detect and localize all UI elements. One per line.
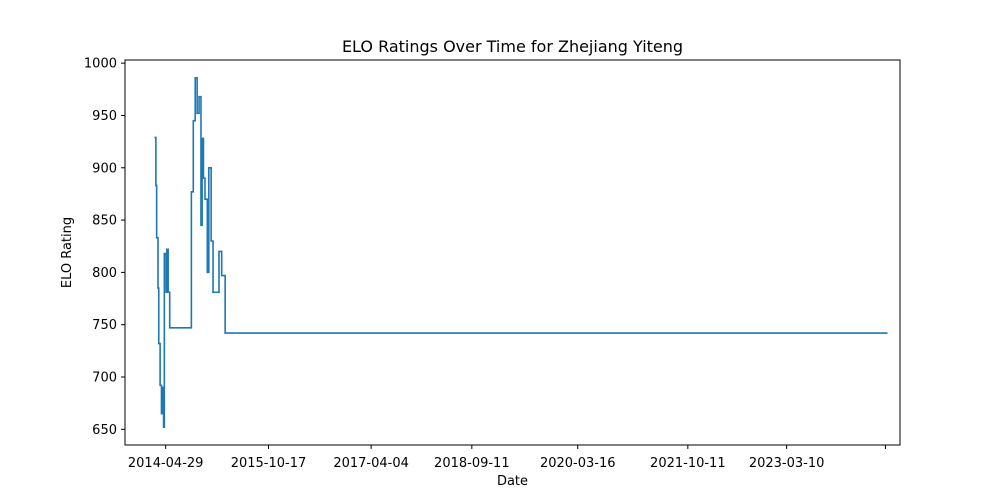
y-tick-label: 900 <box>92 161 117 176</box>
x-axis-title: Date <box>497 474 528 489</box>
x-tick-label: 2018-09-11 <box>434 456 510 471</box>
y-tick-label: 750 <box>92 318 117 333</box>
x-tick-label: 2020-03-16 <box>540 456 616 471</box>
series-line-0 <box>154 76 888 429</box>
x-tick-label: 2017-04-04 <box>333 456 409 471</box>
y-tick-label: 1000 <box>84 57 117 72</box>
plot-frame <box>124 59 901 446</box>
x-tick-label: 2023-03-10 <box>749 456 825 471</box>
y-tick-label: 950 <box>92 109 117 124</box>
chart-title: ELO Ratings Over Time for Zhejiang Yiten… <box>342 37 683 56</box>
y-tick-label: 700 <box>92 370 117 385</box>
x-tick-label: 2021-10-11 <box>650 456 726 471</box>
x-axis: 2014-04-29 2015-10-17 2017-04-04 2018-09-11… <box>128 445 886 471</box>
y-axis: 650 700 750 800 850 900 950 1000 <box>84 57 125 438</box>
x-tick-label: 2015-10-17 <box>231 456 307 471</box>
plot-area <box>154 76 888 429</box>
y-tick-label: 800 <box>92 266 117 281</box>
x-tick-label: 2014-04-29 <box>128 456 204 471</box>
y-axis-title: ELO Rating <box>60 217 75 288</box>
y-tick-label: 650 <box>92 423 117 438</box>
y-tick-label: 850 <box>92 214 117 229</box>
